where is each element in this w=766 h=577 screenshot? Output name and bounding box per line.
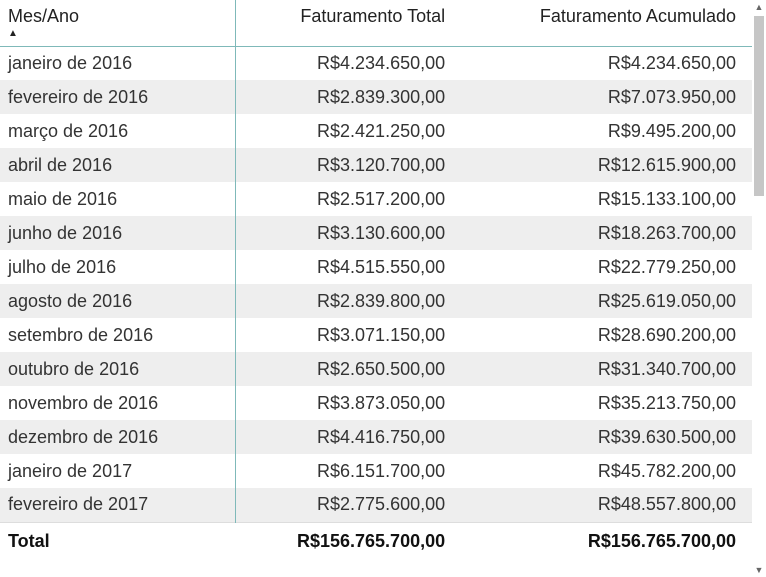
cell-month: junho de 2016 bbox=[0, 216, 235, 250]
table-row[interactable]: fevereiro de 2016R$2.839.300,00R$7.073.9… bbox=[0, 80, 752, 114]
vertical-scrollbar[interactable]: ▲ ▼ bbox=[752, 0, 766, 577]
cell-month: março de 2016 bbox=[0, 114, 235, 148]
cell-accumulated: R$45.782.200,00 bbox=[457, 454, 752, 488]
cell-total: R$2.421.250,00 bbox=[235, 114, 457, 148]
cell-accumulated: R$7.073.950,00 bbox=[457, 80, 752, 114]
cell-accumulated: R$12.615.900,00 bbox=[457, 148, 752, 182]
table-row[interactable]: novembro de 2016R$3.873.050,00R$35.213.7… bbox=[0, 386, 752, 420]
cell-month: agosto de 2016 bbox=[0, 284, 235, 318]
table-row[interactable]: janeiro de 2016R$4.234.650,00R$4.234.650… bbox=[0, 46, 752, 80]
column-header-month[interactable]: Mes/Ano ▲ bbox=[0, 0, 235, 46]
scroll-up-arrow-icon[interactable]: ▲ bbox=[752, 0, 766, 14]
cell-month: maio de 2016 bbox=[0, 182, 235, 216]
cell-total: R$4.416.750,00 bbox=[235, 420, 457, 454]
cell-month: julho de 2016 bbox=[0, 250, 235, 284]
column-header-total[interactable]: Faturamento Total bbox=[235, 0, 457, 46]
cell-month: fevereiro de 2016 bbox=[0, 80, 235, 114]
table-footer-row: Total R$156.765.700,00 R$156.765.700,00 bbox=[0, 522, 752, 560]
billing-table: Mes/Ano ▲ Faturamento Total Faturamento … bbox=[0, 0, 752, 560]
cell-accumulated: R$4.234.650,00 bbox=[457, 46, 752, 80]
table-row[interactable]: outubro de 2016R$2.650.500,00R$31.340.70… bbox=[0, 352, 752, 386]
cell-accumulated: R$9.495.200,00 bbox=[457, 114, 752, 148]
sort-asc-icon: ▲ bbox=[8, 29, 227, 39]
cell-total: R$4.234.650,00 bbox=[235, 46, 457, 80]
table-row[interactable]: setembro de 2016R$3.071.150,00R$28.690.2… bbox=[0, 318, 752, 352]
table-row[interactable]: dezembro de 2016R$4.416.750,00R$39.630.5… bbox=[0, 420, 752, 454]
cell-accumulated: R$22.779.250,00 bbox=[457, 250, 752, 284]
cell-month: janeiro de 2016 bbox=[0, 46, 235, 80]
cell-accumulated: R$28.690.200,00 bbox=[457, 318, 752, 352]
cell-month: fevereiro de 2017 bbox=[0, 488, 235, 522]
cell-total: R$4.515.550,00 bbox=[235, 250, 457, 284]
column-header-month-label: Mes/Ano bbox=[8, 6, 79, 26]
table-row[interactable]: fevereiro de 2017R$2.775.600,00R$48.557.… bbox=[0, 488, 752, 522]
cell-month: janeiro de 2017 bbox=[0, 454, 235, 488]
cell-total: R$6.151.700,00 bbox=[235, 454, 457, 488]
cell-month: novembro de 2016 bbox=[0, 386, 235, 420]
table-row[interactable]: junho de 2016R$3.130.600,00R$18.263.700,… bbox=[0, 216, 752, 250]
cell-total: R$2.650.500,00 bbox=[235, 352, 457, 386]
cell-total: R$3.120.700,00 bbox=[235, 148, 457, 182]
cell-month: outubro de 2016 bbox=[0, 352, 235, 386]
table-row[interactable]: maio de 2016R$2.517.200,00R$15.133.100,0… bbox=[0, 182, 752, 216]
cell-total: R$2.839.800,00 bbox=[235, 284, 457, 318]
cell-accumulated: R$15.133.100,00 bbox=[457, 182, 752, 216]
cell-total: R$3.873.050,00 bbox=[235, 386, 457, 420]
footer-label: Total bbox=[0, 522, 235, 560]
cell-accumulated: R$48.557.800,00 bbox=[457, 488, 752, 522]
cell-month: abril de 2016 bbox=[0, 148, 235, 182]
cell-total: R$2.839.300,00 bbox=[235, 80, 457, 114]
table-header-row: Mes/Ano ▲ Faturamento Total Faturamento … bbox=[0, 0, 752, 46]
table-body: janeiro de 2016R$4.234.650,00R$4.234.650… bbox=[0, 46, 752, 522]
footer-accumulated: R$156.765.700,00 bbox=[457, 522, 752, 560]
table-row[interactable]: julho de 2016R$4.515.550,00R$22.779.250,… bbox=[0, 250, 752, 284]
cell-accumulated: R$35.213.750,00 bbox=[457, 386, 752, 420]
column-header-accumulated-label: Faturamento Acumulado bbox=[540, 6, 736, 26]
cell-total: R$2.775.600,00 bbox=[235, 488, 457, 522]
cell-accumulated: R$31.340.700,00 bbox=[457, 352, 752, 386]
table-row[interactable]: janeiro de 2017R$6.151.700,00R$45.782.20… bbox=[0, 454, 752, 488]
billing-table-container: Mes/Ano ▲ Faturamento Total Faturamento … bbox=[0, 0, 752, 577]
column-header-total-label: Faturamento Total bbox=[300, 6, 445, 26]
scrollbar-thumb[interactable] bbox=[754, 16, 764, 196]
cell-total: R$2.517.200,00 bbox=[235, 182, 457, 216]
cell-accumulated: R$39.630.500,00 bbox=[457, 420, 752, 454]
cell-accumulated: R$25.619.050,00 bbox=[457, 284, 752, 318]
table-row[interactable]: agosto de 2016R$2.839.800,00R$25.619.050… bbox=[0, 284, 752, 318]
cell-accumulated: R$18.263.700,00 bbox=[457, 216, 752, 250]
footer-total: R$156.765.700,00 bbox=[235, 522, 457, 560]
table-row[interactable]: abril de 2016R$3.120.700,00R$12.615.900,… bbox=[0, 148, 752, 182]
column-header-accumulated[interactable]: Faturamento Acumulado bbox=[457, 0, 752, 46]
cell-month: dezembro de 2016 bbox=[0, 420, 235, 454]
scroll-down-arrow-icon[interactable]: ▼ bbox=[752, 563, 766, 577]
table-row[interactable]: março de 2016R$2.421.250,00R$9.495.200,0… bbox=[0, 114, 752, 148]
cell-month: setembro de 2016 bbox=[0, 318, 235, 352]
cell-total: R$3.071.150,00 bbox=[235, 318, 457, 352]
cell-total: R$3.130.600,00 bbox=[235, 216, 457, 250]
